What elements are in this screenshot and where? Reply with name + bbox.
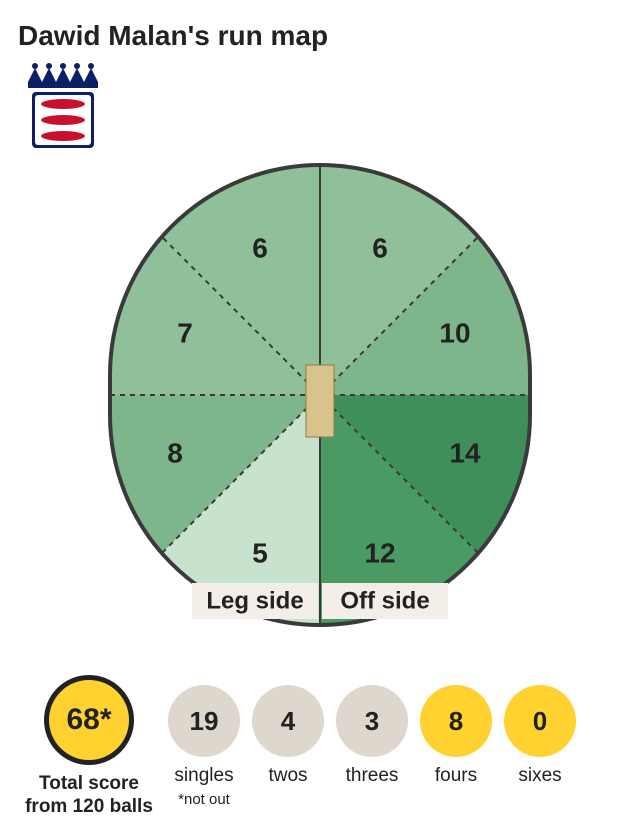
breakdown-singles: 19 singles *not out: [168, 685, 240, 808]
stats-row: 68* Total score from 120 balls 19 single…: [18, 675, 622, 819]
total-score-label: Total score from 120 balls: [25, 773, 153, 819]
pitch: [306, 365, 334, 437]
zone-5-runs: 12: [364, 537, 395, 568]
zone-8-runs: 7: [177, 317, 193, 348]
not-out-note: *not out: [178, 791, 230, 808]
zone-6-runs: 5: [252, 537, 268, 568]
leg-side-label: Leg side: [192, 583, 318, 619]
zone-2-runs: 6: [372, 232, 388, 263]
zone-7-runs: 8: [167, 437, 183, 468]
total-score-circle: 68*: [44, 675, 134, 765]
breakdown-sixes: 0 sixes: [504, 685, 576, 808]
page-title: Dawid Malan's run map: [18, 20, 622, 52]
breakdown-threes: 3 threes: [336, 685, 408, 808]
breakdown-fours: 8 fours: [420, 685, 492, 808]
svg-text:Leg side: Leg side: [206, 587, 303, 614]
breakdown-twos: 4 twos: [252, 685, 324, 808]
zone-4-runs: 14: [449, 437, 481, 468]
zone-1-runs: 6: [252, 232, 268, 263]
svg-text:Off side: Off side: [340, 587, 429, 614]
crown-icon: [28, 63, 98, 88]
off-side-label: Off side: [322, 583, 448, 619]
score-breakdown: 19 singles *not out 4 twos 3 threes 8 fo…: [168, 685, 576, 808]
run-map-field: 6 6 10 14 12 5 8 7 Leg side Off side: [18, 125, 622, 665]
zone-3-runs: 10: [439, 317, 470, 348]
total-score: 68* Total score from 120 balls: [24, 675, 154, 819]
